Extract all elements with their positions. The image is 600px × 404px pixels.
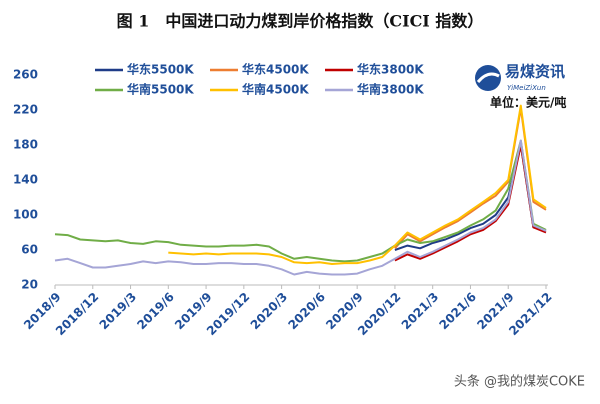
logo-subtext: YiMeiZiXun bbox=[507, 84, 546, 92]
logo-swoosh bbox=[476, 72, 500, 83]
legend-label: 华东5500K bbox=[127, 62, 194, 77]
series-line bbox=[54, 139, 547, 276]
series-line bbox=[54, 139, 547, 263]
logo-text: 易煤资讯 bbox=[505, 63, 565, 81]
legend-label: 华东4500K bbox=[242, 62, 309, 77]
y-tick-label: 20 bbox=[21, 278, 38, 292]
logo-icon bbox=[475, 65, 501, 91]
y-tick-label: 100 bbox=[13, 208, 38, 222]
unit-label: 单位：美元/吨 bbox=[490, 95, 566, 110]
series-line bbox=[168, 104, 547, 265]
y-tick-label: 140 bbox=[13, 173, 38, 187]
legend-label: 华南3800K bbox=[357, 82, 424, 97]
y-tick-label: 260 bbox=[13, 68, 38, 82]
legend-label: 华南5500K bbox=[127, 82, 194, 97]
y-tick-label: 60 bbox=[21, 243, 38, 257]
y-tick-label: 180 bbox=[13, 138, 38, 152]
legend-label: 华东3800K bbox=[357, 62, 424, 77]
chart-title: 图 1 中国进口动力煤到岸价格指数（CICI 指数） bbox=[117, 12, 484, 31]
legend-label: 华南4500K bbox=[242, 82, 309, 97]
watermark: 头条 @我的煤炭COKE bbox=[454, 374, 585, 390]
y-tick-label: 220 bbox=[13, 103, 38, 117]
